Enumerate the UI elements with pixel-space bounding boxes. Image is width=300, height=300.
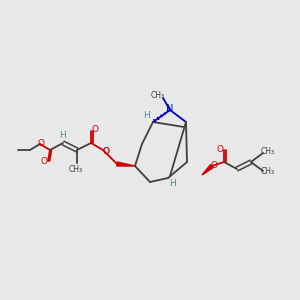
Text: CH₃: CH₃ xyxy=(261,167,275,176)
Text: H: H xyxy=(169,178,176,188)
Text: N: N xyxy=(166,104,174,114)
Text: O: O xyxy=(92,125,98,134)
Text: O: O xyxy=(103,146,110,155)
Text: O: O xyxy=(40,158,47,166)
Text: O: O xyxy=(38,139,44,148)
Text: H: H xyxy=(142,110,149,119)
Text: CH₃: CH₃ xyxy=(69,164,83,173)
Text: O: O xyxy=(217,145,224,154)
Polygon shape xyxy=(202,164,213,175)
Text: CH₃: CH₃ xyxy=(261,148,275,157)
Text: O: O xyxy=(103,146,110,155)
Text: O: O xyxy=(211,160,218,169)
Text: CH₃: CH₃ xyxy=(151,92,165,100)
Text: H: H xyxy=(60,130,66,140)
Polygon shape xyxy=(117,162,135,166)
